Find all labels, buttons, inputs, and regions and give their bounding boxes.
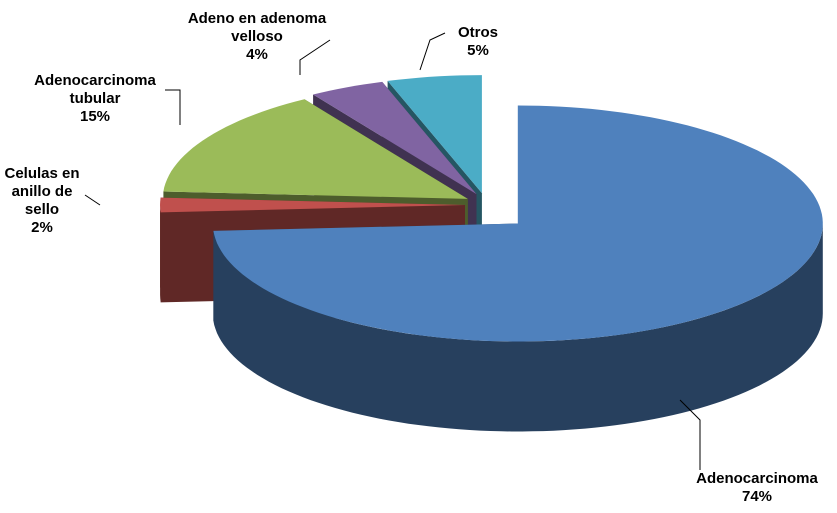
label-name: Celulas en anillo de sello	[4, 165, 80, 218]
slice-wall	[213, 223, 823, 432]
data-label: Otros 5%	[448, 24, 508, 60]
label-value: 5%	[467, 42, 489, 59]
data-label: Adenocarcinoma 74%	[677, 470, 837, 506]
leader-line	[165, 89, 181, 125]
pie-slice	[213, 105, 823, 432]
leader-line	[419, 32, 446, 71]
slice-top	[387, 75, 482, 194]
label-value: 15%	[79, 108, 111, 125]
label-value: 2%	[31, 219, 53, 236]
data-label: Adenocarcinoma tubular 15%	[10, 72, 180, 126]
data-label: Celulas en anillo de sello 2%	[2, 165, 82, 237]
label-name: Otros	[457, 24, 498, 41]
slice-top	[163, 99, 468, 199]
slice-top	[160, 197, 465, 213]
slice-top	[313, 81, 477, 195]
label-value: 4%	[246, 46, 268, 63]
label-value: 74%	[741, 488, 773, 505]
leader-line	[679, 399, 701, 470]
slice-top	[213, 105, 823, 342]
leader-line	[299, 39, 331, 75]
label-name: Adenocarcinoma	[696, 470, 818, 487]
label-name: Adenocarcinoma tubular	[34, 72, 156, 107]
label-name: Adeno en adenoma velloso	[187, 10, 327, 45]
leader-line	[84, 194, 101, 206]
data-label: Adeno en adenoma velloso 4%	[172, 10, 342, 64]
slice-wall	[160, 205, 161, 303]
